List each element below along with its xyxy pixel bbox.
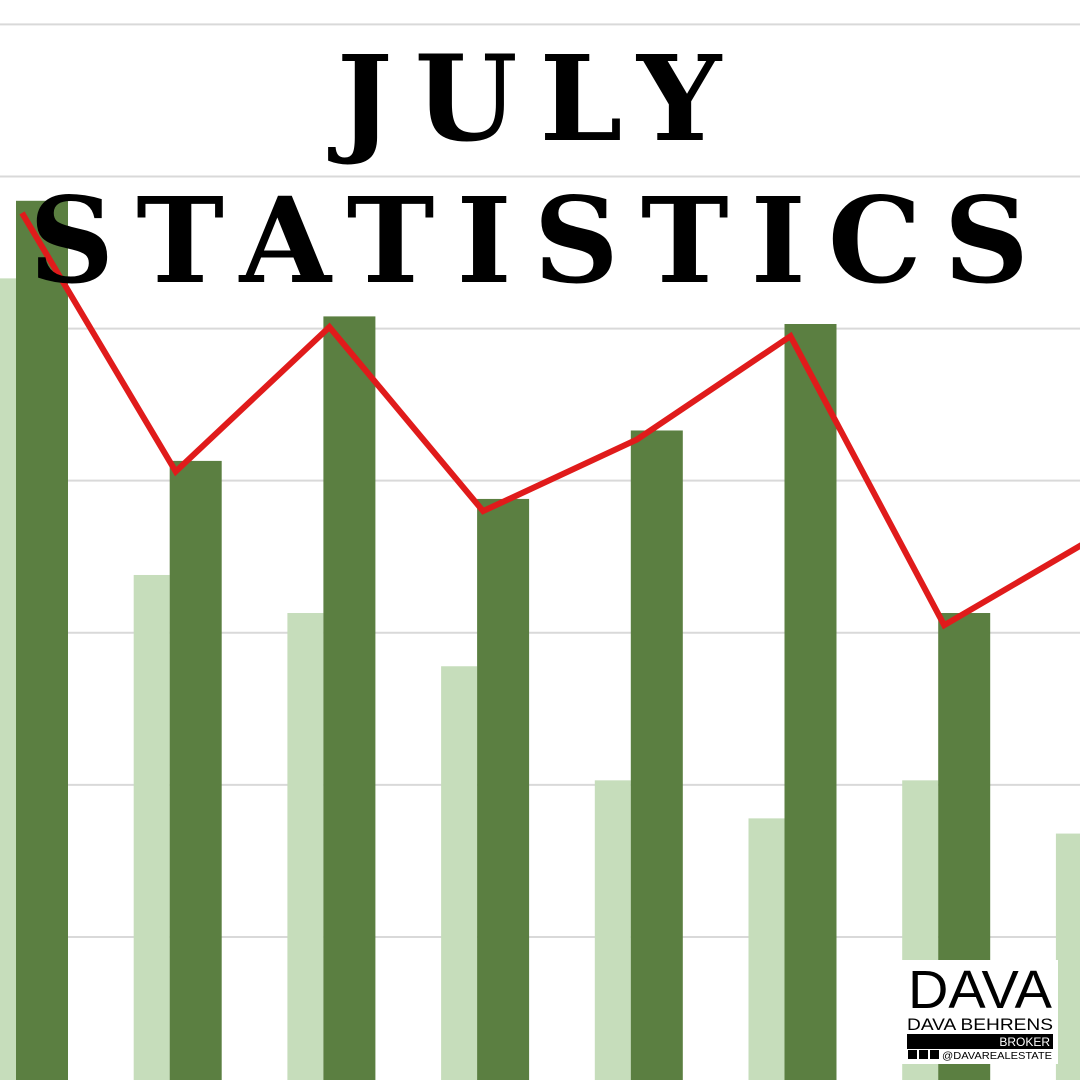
logo: DAVA DAVA BEHRENS BROKER @DAVAREALESTATE bbox=[902, 960, 1058, 1064]
logo-role: BROKER bbox=[999, 1035, 1050, 1049]
instagram-icon bbox=[930, 1050, 939, 1059]
twitter-icon bbox=[919, 1050, 928, 1059]
bar bbox=[133, 574, 170, 1080]
logo-mark: DAVA bbox=[908, 960, 1052, 1020]
facebook-icon bbox=[908, 1050, 917, 1059]
title-line: JULY bbox=[328, 29, 743, 168]
bar bbox=[16, 200, 68, 1080]
bar bbox=[169, 460, 222, 1080]
bar bbox=[441, 666, 478, 1080]
bar bbox=[594, 780, 631, 1080]
bar bbox=[748, 818, 785, 1080]
bar bbox=[477, 498, 530, 1080]
logo-name: DAVA BEHRENS bbox=[907, 1015, 1053, 1034]
title-line: STATISTICS bbox=[29, 171, 1051, 310]
bar bbox=[630, 430, 683, 1080]
line bbox=[19, 211, 1080, 630]
logo-handle: @DAVAREALESTATE bbox=[942, 1050, 1052, 1062]
bar bbox=[323, 316, 376, 1080]
bar bbox=[784, 324, 837, 1080]
logo-bar bbox=[907, 1034, 1053, 1049]
bar bbox=[0, 278, 16, 1080]
bar bbox=[1055, 833, 1080, 1080]
plot bbox=[0, 23, 1080, 1080]
bar bbox=[287, 613, 324, 1080]
